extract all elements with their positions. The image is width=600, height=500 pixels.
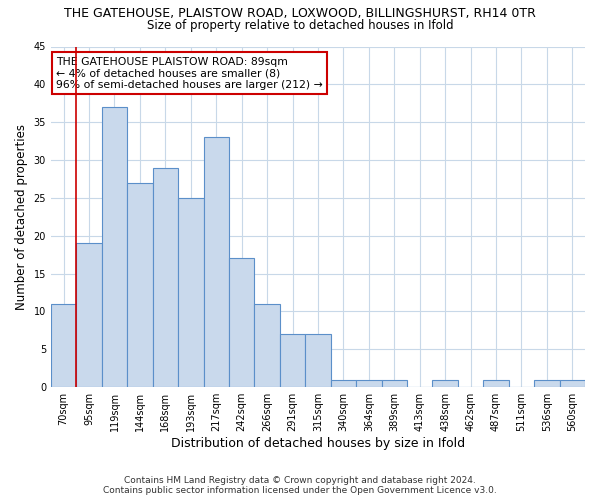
Bar [102, 107, 127, 387]
Bar [51, 304, 76, 387]
Bar [331, 380, 356, 387]
Bar [280, 334, 305, 387]
Bar [76, 244, 102, 387]
Bar [127, 183, 152, 387]
Text: Contains HM Land Registry data © Crown copyright and database right 2024.
Contai: Contains HM Land Registry data © Crown c… [103, 476, 497, 495]
Bar [152, 168, 178, 387]
Bar [254, 304, 280, 387]
Text: THE GATEHOUSE, PLAISTOW ROAD, LOXWOOD, BILLINGSHURST, RH14 0TR: THE GATEHOUSE, PLAISTOW ROAD, LOXWOOD, B… [64, 8, 536, 20]
Bar [560, 380, 585, 387]
Bar [356, 380, 382, 387]
Bar [483, 380, 509, 387]
X-axis label: Distribution of detached houses by size in Ifold: Distribution of detached houses by size … [171, 437, 465, 450]
Bar [382, 380, 407, 387]
Y-axis label: Number of detached properties: Number of detached properties [15, 124, 28, 310]
Bar [178, 198, 203, 387]
Text: Size of property relative to detached houses in Ifold: Size of property relative to detached ho… [146, 18, 454, 32]
Text: THE GATEHOUSE PLAISTOW ROAD: 89sqm
← 4% of detached houses are smaller (8)
96% o: THE GATEHOUSE PLAISTOW ROAD: 89sqm ← 4% … [56, 56, 323, 90]
Bar [305, 334, 331, 387]
Bar [534, 380, 560, 387]
Bar [203, 138, 229, 387]
Bar [229, 258, 254, 387]
Bar [433, 380, 458, 387]
